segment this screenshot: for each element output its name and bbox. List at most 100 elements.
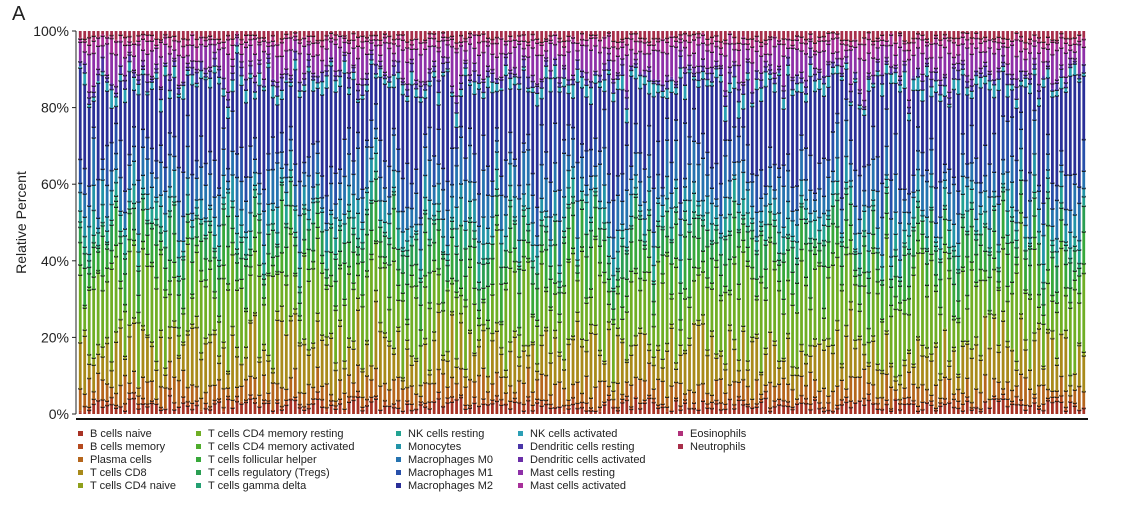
bar-segment (249, 78, 252, 146)
bar-segment (307, 41, 311, 45)
bar-segment (302, 338, 306, 345)
bar-segment (607, 69, 611, 75)
bar-segment (329, 210, 333, 215)
bar-segment (114, 405, 118, 409)
bar-segment (311, 76, 315, 80)
bar-segment (235, 290, 239, 348)
bar-segment (199, 31, 203, 37)
bar-segment (531, 344, 535, 392)
bar-segment (213, 217, 217, 235)
bar-segment (316, 40, 320, 43)
bar-segment (262, 278, 266, 285)
bar-segment (508, 31, 512, 37)
bar-segment (491, 31, 494, 40)
segment-divider (199, 36, 204, 39)
bar-segment (486, 31, 490, 39)
bar-segment (92, 185, 96, 211)
bar-segment (356, 58, 360, 85)
bar-segment (495, 395, 499, 402)
bar-segment (423, 40, 427, 43)
segment-divider (288, 149, 293, 152)
segment-divider (347, 210, 352, 212)
bar-segment (325, 31, 329, 36)
segment-divider (145, 136, 150, 139)
bar-segment (607, 304, 611, 322)
segment-divider (226, 370, 231, 373)
bar-segment (594, 239, 597, 326)
bar-segment (213, 72, 217, 161)
bar-segment (181, 370, 185, 397)
bar-segment (275, 86, 279, 96)
bar-segment (437, 104, 441, 130)
bar-segment (517, 31, 521, 36)
bar-segment (580, 200, 584, 210)
bar-segment (423, 42, 427, 50)
segment-divider (557, 286, 562, 288)
segment-divider (100, 44, 105, 47)
bar-segment (491, 258, 494, 285)
bar-segment (217, 321, 221, 356)
bar-segment (549, 40, 553, 44)
bar-segment (329, 58, 333, 62)
bar-segment (141, 198, 145, 210)
bar-segment (150, 172, 154, 188)
bar-segment (370, 59, 373, 64)
segment-divider (275, 402, 280, 404)
bar-segment (594, 207, 597, 237)
bar-segment (499, 77, 503, 80)
bar-segment (477, 318, 481, 326)
bar-segment (603, 207, 606, 223)
bar-segment (455, 147, 458, 166)
bar-segment (383, 256, 387, 263)
bar-segment (464, 405, 467, 410)
bar-segment (213, 65, 217, 73)
bar-segment (253, 31, 257, 36)
bar-segment (450, 39, 454, 47)
bar-segment (495, 78, 499, 84)
bar-segment (513, 261, 517, 272)
bar-segment (78, 227, 82, 243)
bar-segment (289, 320, 293, 378)
bar-segment (473, 94, 476, 154)
segment-divider (360, 188, 365, 190)
bar-segment (513, 38, 517, 41)
segment-divider (597, 245, 602, 247)
bar-segment (437, 219, 441, 230)
segment-divider (140, 68, 145, 71)
bar-segment (441, 405, 445, 407)
bar-segment (401, 410, 405, 412)
bar-segment (329, 338, 333, 395)
bar-segment (517, 401, 521, 403)
bar-segment (468, 43, 472, 75)
bar-segment (455, 280, 458, 292)
bar-segment (226, 371, 230, 374)
bar-segment (132, 208, 136, 230)
bar-segment (468, 332, 472, 380)
bar-segment (195, 218, 199, 237)
bar-segment (526, 242, 530, 259)
bar-segment (571, 384, 575, 398)
segment-divider (109, 37, 114, 40)
bar-segment (356, 102, 360, 133)
bar-segment (508, 268, 512, 342)
bar-segment (356, 46, 360, 59)
segment-divider (517, 76, 522, 79)
segment-divider (82, 63, 87, 65)
bar-segment (410, 71, 414, 85)
bar-segment (549, 279, 553, 307)
bar-segment (146, 54, 149, 75)
bar-segment (110, 53, 113, 84)
bar-segment (163, 66, 167, 76)
bar-segment (405, 404, 409, 414)
segment-divider (347, 401, 352, 403)
bar-segment (611, 390, 615, 400)
segment-divider (203, 407, 208, 410)
bar-segment (78, 159, 82, 184)
bar-segment (558, 292, 561, 314)
bar-segment (611, 399, 615, 406)
bar-segment (181, 402, 185, 414)
segment-divider (176, 275, 181, 277)
bar-segment (423, 406, 427, 414)
bar-segment (522, 256, 526, 271)
bar-segment (190, 74, 194, 85)
